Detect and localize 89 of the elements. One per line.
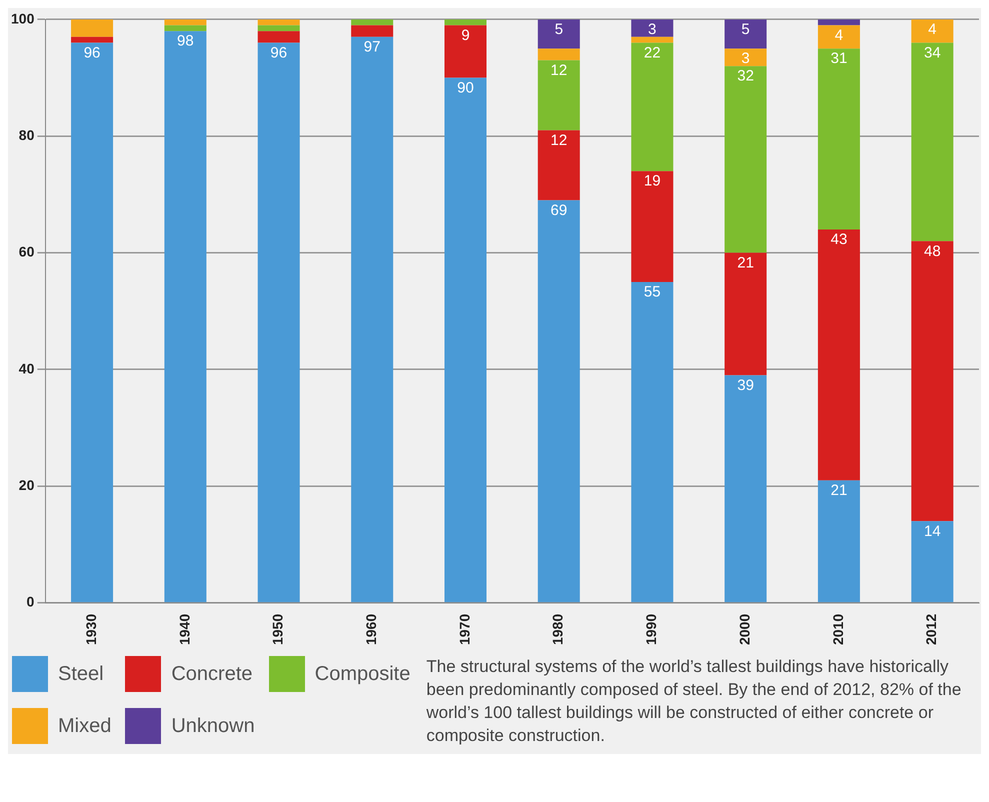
data-label: 4 (834, 26, 844, 44)
bar (444, 19, 487, 26)
y-tick-label: 100 (11, 10, 35, 26)
bar (164, 25, 206, 32)
data-label: 48 (924, 242, 941, 260)
legend-label: Composite (314, 662, 410, 686)
data-label: 9 (461, 26, 470, 44)
bar (911, 521, 954, 602)
data-label: 69 (550, 202, 568, 219)
x-tick-label: 1980 (550, 614, 566, 646)
bar (444, 25, 487, 78)
data-label: 14 (924, 522, 941, 540)
x-tick-label: 1940 (176, 614, 192, 646)
x-tick-label: 1960 (362, 614, 379, 646)
bar (818, 229, 860, 480)
bar (71, 19, 114, 37)
y-tick-label: 80 (18, 126, 35, 143)
data-label: 3 (741, 50, 750, 68)
bar (724, 252, 767, 376)
bar (351, 19, 394, 26)
x-tick-label: 1950 (270, 614, 286, 646)
x-tick-label: 2010 (830, 614, 846, 646)
bar (818, 19, 860, 26)
bar (724, 19, 767, 49)
legend-label: Unknown (171, 714, 255, 738)
data-label: 3 (648, 21, 656, 38)
bar (71, 36, 114, 43)
bar (911, 42, 954, 242)
bar (818, 25, 860, 49)
x-tick-label: 1990 (643, 614, 660, 646)
bar (818, 48, 860, 230)
bar (351, 36, 394, 602)
y-tick-label: 20 (18, 477, 35, 494)
bar (538, 48, 580, 60)
bar (724, 66, 767, 253)
bar (258, 19, 300, 26)
legend-label: Concrete (171, 662, 253, 686)
x-tick-label: 1930 (82, 614, 99, 646)
bar (444, 78, 487, 602)
data-label: 5 (741, 21, 750, 38)
data-label: 5 (554, 21, 564, 38)
data-label: 39 (737, 376, 754, 394)
y-tick-label: 40 (18, 360, 35, 376)
legend-label: Steel (58, 662, 104, 686)
bar (818, 480, 860, 602)
bar (631, 282, 674, 602)
data-label: 96 (84, 44, 100, 62)
bar (911, 241, 954, 522)
data-label: 22 (644, 44, 661, 62)
bar (631, 171, 674, 282)
data-label: 21 (830, 482, 848, 499)
bar (724, 48, 767, 66)
bar (258, 42, 300, 602)
y-tick-label: 60 (18, 244, 35, 260)
text: The structural systems of the world’s tallest buildings have historically been predominantly composed of steel. By the end of 2012, 82% of the world’s 100 tallest buildings will be constructed of either concrete or composite construction. (426, 656, 962, 747)
y-tick-label: 0 (26, 594, 35, 610)
data-label: 34 (924, 44, 941, 62)
bar (71, 42, 114, 602)
bar (631, 19, 674, 37)
x-tick-label: 2000 (736, 614, 752, 646)
data-label: 12 (550, 62, 568, 79)
bar (538, 19, 580, 49)
data-label: 97 (364, 38, 380, 56)
data-label: 43 (830, 231, 848, 248)
legend-label: Mixed (58, 714, 112, 738)
data-label: 90 (457, 79, 474, 96)
x-tick-label: 2012 (923, 614, 940, 646)
data-label: 55 (644, 284, 661, 301)
data-label: 96 (270, 44, 288, 62)
bar (911, 19, 954, 43)
bar (631, 42, 674, 172)
bar (258, 25, 300, 32)
data-label: 12 (550, 132, 568, 149)
data-label: 19 (644, 172, 661, 190)
bar (724, 375, 767, 602)
bar (258, 31, 300, 43)
data-label: 31 (830, 50, 848, 68)
bar (164, 19, 206, 26)
x-tick-label: 1970 (456, 614, 472, 646)
bar (351, 25, 394, 37)
bar (538, 130, 580, 200)
bar (538, 200, 580, 602)
bar (631, 36, 674, 43)
bar (538, 60, 580, 130)
data-label: 32 (737, 68, 754, 85)
bar (164, 31, 206, 602)
data-label: 98 (177, 32, 194, 50)
data-label: 21 (737, 254, 754, 272)
data-label: 4 (928, 21, 936, 38)
